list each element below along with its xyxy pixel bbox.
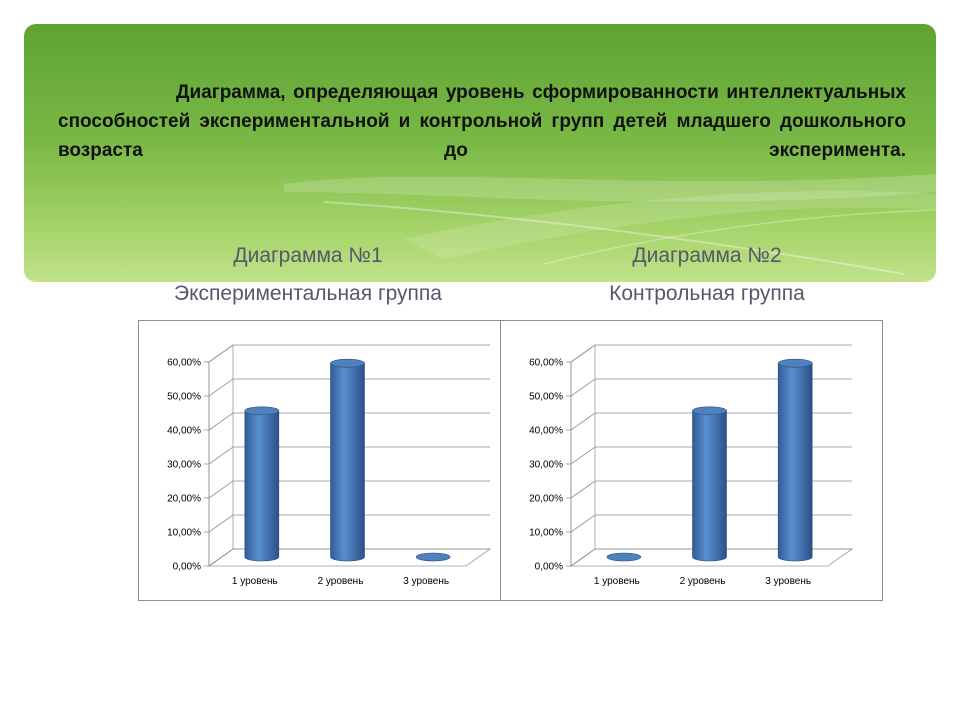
- y-tick-label: 40,00%: [529, 426, 563, 437]
- y-tick-label: 20,00%: [167, 494, 201, 505]
- gridline: [208, 548, 490, 567]
- y-tick-label: 0,00%: [535, 562, 563, 573]
- title-banner: [24, 24, 936, 282]
- gridline: [208, 514, 490, 533]
- bar-body: [244, 410, 280, 562]
- gridline: [208, 344, 490, 363]
- bar-top: [244, 406, 280, 416]
- gridline: [570, 446, 852, 465]
- chart2-plot: 0,00% 10,00% 20,00% 30,00% 40,00% 50,00% 60,00…: [529, 344, 854, 587]
- bar-body: [777, 362, 813, 562]
- x-tick-label: 2 уровень: [318, 576, 364, 587]
- x-tick-label: 3 уровень: [765, 576, 811, 587]
- gridline: [208, 446, 490, 465]
- x-tick-label: 1 уровень: [594, 576, 640, 587]
- bar-3: [415, 552, 451, 562]
- x-tick-label: 1 уровень: [232, 576, 278, 587]
- bar-2: [692, 406, 727, 562]
- gridline: [208, 412, 490, 431]
- y-tick-label: 60,00%: [167, 358, 201, 369]
- bar-2: [330, 358, 365, 562]
- gridline: [208, 378, 490, 397]
- banner-swoosh-decoration: [284, 174, 936, 275]
- bar-1: [606, 552, 642, 562]
- x-tick-label: 2 уровень: [680, 576, 726, 587]
- gridline: [570, 514, 852, 533]
- chart1-caption: Диаграмма №1 Экспериментальная группа: [98, 243, 518, 307]
- gridline: [570, 344, 852, 363]
- page-title: Диаграмма, определяющая уровень сформиро…: [58, 82, 906, 161]
- gridline: [570, 480, 852, 499]
- bar-body: [330, 362, 365, 562]
- gridline: [208, 480, 490, 499]
- bar-top: [330, 358, 365, 368]
- chart2-caption: Диаграмма №2 Контрольная группа: [497, 243, 917, 307]
- y-tick-label: 40,00%: [167, 426, 201, 437]
- bar-1: [244, 406, 280, 562]
- chart2-title: Диаграмма №2: [632, 244, 782, 267]
- chart1-title: Диаграмма №1: [233, 244, 383, 267]
- gridline: [570, 548, 852, 567]
- chart2-subtitle: Контрольная группа: [609, 282, 805, 305]
- y-tick-label: 50,00%: [167, 392, 201, 403]
- bar-top: [415, 552, 451, 562]
- y-tick-label: 10,00%: [167, 528, 201, 539]
- gridline: [570, 412, 852, 431]
- gridline: [570, 378, 852, 397]
- chart-divider: [500, 321, 501, 600]
- y-tick-label: 30,00%: [529, 460, 563, 471]
- y-tick-label: 0,00%: [173, 562, 201, 573]
- bar-top: [692, 406, 727, 416]
- bar-3: [777, 358, 813, 562]
- y-tick-label: 60,00%: [529, 358, 563, 369]
- y-tick-label: 20,00%: [529, 494, 563, 505]
- bar-top: [606, 552, 642, 562]
- y-tick-label: 10,00%: [529, 528, 563, 539]
- y-tick-label: 50,00%: [529, 392, 563, 403]
- chart1-subtitle: Экспериментальная группа: [174, 282, 442, 305]
- bar-body: [692, 410, 727, 562]
- bar-top: [777, 358, 813, 368]
- charts-frame: 0,00% 10,00% 20,00% 30,00% 40,00% 50,00% 60,00…: [138, 320, 883, 601]
- y-tick-label: 30,00%: [167, 460, 201, 471]
- chart1-plot: 0,00% 10,00% 20,00% 30,00% 40,00% 50,00% 60,00…: [167, 344, 492, 587]
- x-tick-label: 3 уровень: [403, 576, 449, 587]
